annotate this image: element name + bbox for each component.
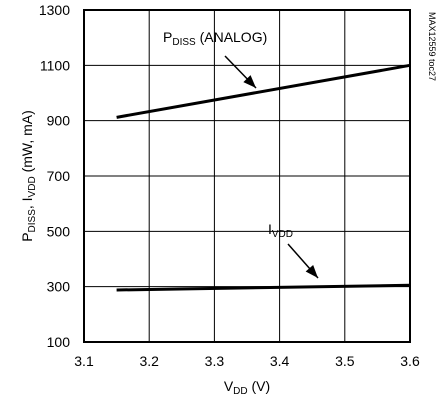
y-tick-label: 1300 xyxy=(39,2,70,18)
y-tick-label: 500 xyxy=(47,223,71,239)
x-tick-label: 3.3 xyxy=(205,353,225,369)
x-tick-label: 3.4 xyxy=(270,353,290,369)
x-tick-label: 3.6 xyxy=(400,353,420,369)
annotation-ivdd: IVDD xyxy=(268,221,293,240)
figure-id-label: MAX12559 toc27 xyxy=(427,12,437,81)
grid xyxy=(84,10,410,342)
y-tick-label: 300 xyxy=(47,279,71,295)
ivdd-arrow xyxy=(287,243,319,279)
x-tick-label: 3.1 xyxy=(74,353,94,369)
x-tick-label: 3.5 xyxy=(335,353,355,369)
pdiss-arrow xyxy=(224,55,257,89)
ivdd-line xyxy=(116,283,411,292)
annotation-pdiss: PDISS (ANALOG) xyxy=(163,29,267,48)
y-axis-ticks: 100 300 500 700 900 1100 1300 xyxy=(39,2,70,350)
x-axis-title: VDD (V) xyxy=(224,378,270,397)
y-tick-label: 700 xyxy=(47,168,71,184)
x-axis-ticks: 3.1 3.2 3.3 3.4 3.5 3.6 xyxy=(74,353,420,369)
x-tick-label: 3.2 xyxy=(139,353,159,369)
y-tick-label: 900 xyxy=(47,113,71,129)
plot-area-frame xyxy=(83,9,411,343)
y-tick-label: 100 xyxy=(47,334,71,350)
annotation-arrows xyxy=(224,55,319,279)
y-tick-label: 1100 xyxy=(40,57,70,73)
series-lines xyxy=(116,63,411,292)
pdiss-line xyxy=(116,63,411,119)
y-axis-title: PDISS, IVDD (mW, mA) xyxy=(19,110,38,242)
